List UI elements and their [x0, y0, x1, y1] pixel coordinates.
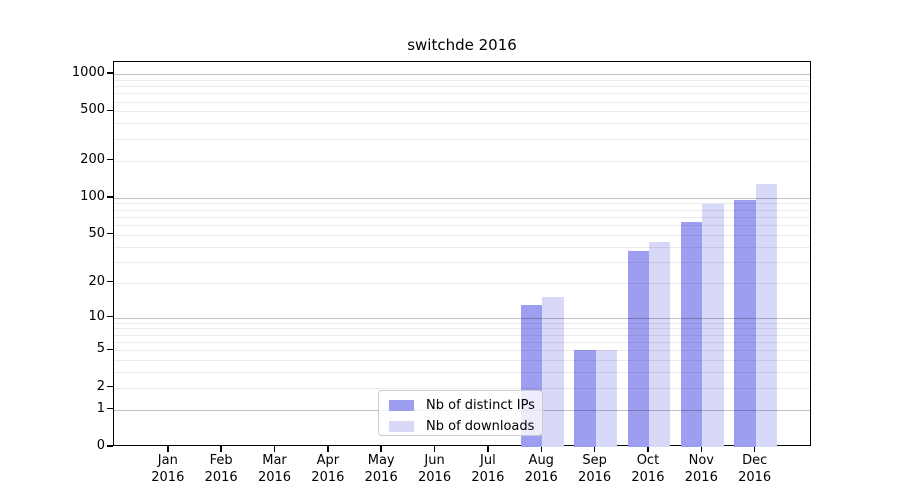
y-tick-label: 200 [80, 151, 105, 167]
x-tick-mark [487, 446, 489, 452]
minor-gridline [114, 328, 810, 330]
x-tick-label-dec: Dec 2016 [738, 453, 772, 485]
minor-gridline [114, 216, 810, 218]
bar-downloads-nov [702, 204, 724, 447]
minor-gridline [114, 101, 810, 103]
bar-downloads-aug [542, 297, 564, 447]
minor-gridline [114, 138, 810, 140]
bar-distinct-ips-dec [734, 200, 756, 447]
minor-gridline [114, 79, 810, 81]
x-tick-label-jan: Jan 2016 [151, 453, 185, 485]
bar-downloads-oct [648, 241, 671, 447]
y-tick-mark [107, 109, 113, 112]
plot-area [113, 61, 811, 447]
legend-label-distinct-ips: Nb of distinct IPs [426, 398, 535, 413]
y-tick-label: 2 [96, 378, 105, 394]
x-tick-mark [647, 446, 649, 452]
y-tick-label: 1000 [71, 65, 105, 81]
minor-gridline [114, 372, 810, 374]
minor-gridline [114, 387, 810, 389]
y-tick-label: 5 [96, 341, 105, 357]
minor-gridline [114, 282, 810, 284]
minor-gridline [114, 93, 810, 95]
bar-distinct-ips-sep [574, 350, 596, 447]
x-tick-mark [593, 446, 596, 452]
x-tick-mark [540, 446, 542, 452]
x-tick-label-oct: Oct 2016 [631, 453, 665, 485]
minor-gridline [114, 322, 810, 324]
major-gridline [114, 74, 810, 76]
major-gridline [114, 197, 810, 199]
y-tick-mark [107, 72, 113, 74]
y-tick-mark [107, 385, 113, 388]
y-tick-mark [107, 196, 113, 198]
legend-item-downloads: Nb of downloads [379, 416, 542, 437]
chart-title: switchde 2016 [407, 36, 517, 54]
minor-gridline [114, 203, 810, 205]
y-tick-label: 0 [96, 438, 105, 453]
y-tick-mark [107, 280, 113, 283]
x-tick-label-jun: Jun 2016 [418, 453, 452, 485]
bar-downloads-sep [595, 350, 617, 447]
minor-gridline [114, 209, 810, 211]
minor-gridline [114, 334, 810, 336]
minor-gridline [114, 261, 810, 263]
minor-gridline [114, 160, 810, 162]
minor-gridline [114, 123, 810, 125]
x-tick-mark [700, 446, 703, 452]
x-tick-label-jul: Jul 2016 [471, 453, 505, 485]
legend-label-downloads: Nb of downloads [426, 419, 535, 434]
y-tick-label: 1 [96, 400, 105, 416]
y-tick-label: 20 [88, 273, 105, 289]
x-tick-label-mar: Mar 2016 [257, 453, 292, 485]
x-tick-label-apr: Apr 2016 [311, 453, 345, 485]
legend-swatch-downloads [389, 421, 414, 432]
minor-gridline [114, 225, 810, 227]
y-tick-mark [107, 158, 113, 161]
minor-gridline [114, 341, 810, 343]
y-tick-label: 50 [88, 225, 105, 241]
x-tick-label-aug: Aug 2016 [524, 453, 558, 485]
y-tick-label: 10 [88, 308, 105, 324]
bar-downloads-dec [755, 183, 777, 447]
y-tick-mark [107, 232, 113, 235]
minor-gridline [114, 360, 810, 362]
bar-distinct-ips-oct [627, 250, 649, 447]
y-tick-mark [107, 407, 113, 410]
x-tick-mark [273, 446, 276, 452]
x-tick-mark [380, 446, 382, 452]
x-tick-mark [433, 446, 436, 452]
y-tick-mark [107, 348, 113, 351]
x-tick-mark [167, 446, 169, 452]
x-tick-label-feb: Feb 2016 [204, 453, 238, 485]
major-gridline [114, 317, 810, 319]
x-tick-label-nov: Nov 2016 [684, 453, 718, 485]
x-tick-label-sep: Sep 2016 [578, 453, 612, 485]
y-tick-label: 500 [80, 102, 105, 118]
x-tick-mark [753, 446, 756, 452]
legend: Nb of distinct IPs Nb of downloads [378, 390, 543, 436]
x-tick-label-may: May 2016 [364, 453, 398, 485]
x-tick-mark [327, 446, 329, 452]
minor-gridline [114, 246, 810, 248]
minor-gridline [114, 86, 810, 88]
minor-gridline [114, 350, 810, 352]
y-tick-mark [107, 315, 113, 318]
legend-swatch-distinct-ips [389, 400, 414, 411]
y-tick-label: 100 [80, 188, 105, 204]
minor-gridline [114, 111, 810, 113]
bar-distinct-ips-nov [680, 221, 703, 447]
minor-gridline [114, 234, 810, 236]
legend-item-distinct-ips: Nb of distinct IPs [379, 395, 542, 416]
y-tick-mark [107, 445, 113, 447]
x-tick-mark [220, 446, 222, 452]
